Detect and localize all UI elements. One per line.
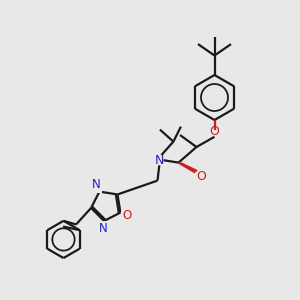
Text: O: O [210, 125, 219, 138]
Text: O: O [122, 209, 132, 223]
Text: N: N [155, 154, 165, 167]
Text: N: N [98, 222, 107, 235]
Text: N: N [92, 178, 100, 191]
Text: O: O [196, 170, 206, 183]
